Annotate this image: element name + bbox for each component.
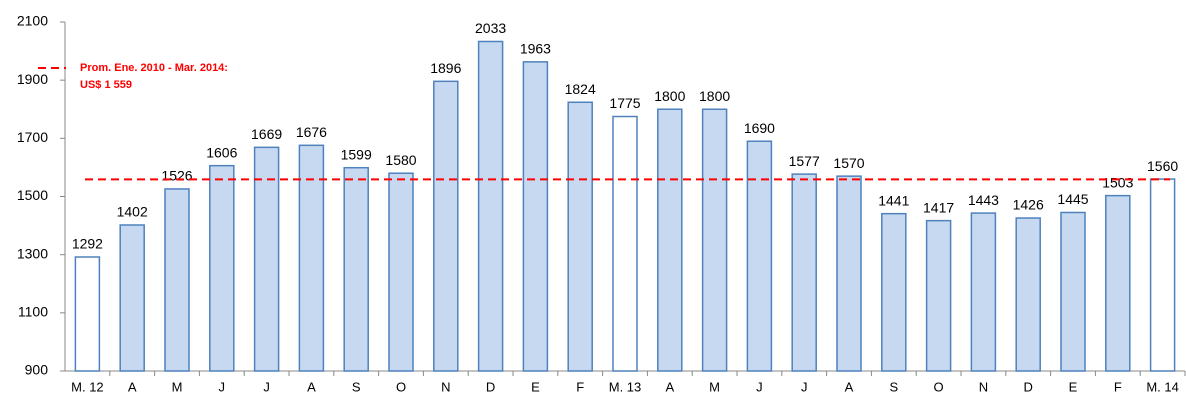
x-tick-label: E [1069, 379, 1078, 394]
x-tick-label: M. 13 [609, 379, 642, 394]
bar [74, 256, 101, 372]
value-label: 1800 [654, 88, 685, 104]
x-tick-label: N [979, 379, 988, 394]
x-tick-label: J [801, 379, 808, 394]
value-label: 1824 [565, 81, 596, 97]
x-tick-label: D [486, 379, 495, 394]
value-label: 1599 [341, 146, 372, 162]
x-tick-label: F [1114, 379, 1122, 394]
value-label: 1775 [609, 95, 640, 111]
bar [343, 166, 369, 372]
value-label: 1606 [206, 144, 237, 160]
reference-label: US$ 1 559 [80, 79, 132, 91]
bar [119, 224, 145, 372]
x-tick-label: J [756, 379, 763, 394]
x-tick-label: M [172, 379, 183, 394]
bar [746, 140, 773, 372]
x-tick-label: D [1024, 379, 1033, 394]
x-tick-label: J [263, 379, 270, 394]
bar [477, 40, 504, 372]
x-tick-label: S [352, 379, 361, 394]
bar [791, 173, 817, 372]
y-tick-label: 1900 [17, 71, 48, 87]
bar [164, 188, 190, 372]
bar [433, 80, 459, 372]
value-label: 1445 [1057, 191, 1088, 207]
x-tick-label: M [709, 379, 720, 394]
value-label: 1402 [117, 204, 148, 220]
bar [209, 164, 235, 372]
value-label: 1963 [520, 41, 551, 57]
value-label: 1676 [296, 124, 327, 140]
value-label: 1292 [72, 236, 103, 252]
value-label: 1426 [1013, 197, 1044, 213]
y-tick-label: 1100 [18, 304, 48, 320]
x-tick-label: M. 14 [1146, 379, 1179, 394]
value-label: 1443 [968, 192, 999, 208]
y-tick-label: 900 [25, 362, 49, 378]
x-tick-label: A [307, 379, 316, 394]
x-tick-label: M. 12 [71, 379, 104, 394]
y-tick-label: 1700 [17, 129, 48, 145]
value-label: 2033 [475, 20, 506, 36]
bar [1060, 211, 1086, 372]
bar [836, 175, 862, 372]
x-tick-label: N [441, 379, 450, 394]
bar [970, 212, 997, 372]
x-tick-label: O [934, 379, 944, 394]
x-tick-label: E [531, 379, 540, 394]
x-tick-label: O [396, 379, 406, 394]
value-label: 1417 [923, 199, 954, 215]
value-label: 1580 [385, 152, 416, 168]
bar [1015, 217, 1041, 372]
bar [388, 172, 414, 372]
bar [298, 144, 325, 372]
value-label: 1896 [430, 60, 461, 76]
y-tick-label: 2100 [17, 13, 48, 29]
y-tick-label: 1500 [17, 187, 48, 203]
value-label: 1669 [251, 126, 282, 142]
value-label: 1577 [789, 153, 820, 169]
value-label: 1570 [833, 155, 864, 171]
value-label: 1526 [161, 168, 192, 184]
bar [612, 115, 638, 372]
y-tick-label: 1300 [17, 245, 48, 261]
reference-label: Prom. Ene. 2010 - Mar. 2014: [80, 62, 228, 74]
value-label: 1441 [878, 192, 909, 208]
x-tick-label: A [665, 379, 674, 394]
bar [701, 108, 728, 372]
value-label: 1503 [1102, 174, 1133, 190]
bar [1149, 178, 1176, 372]
x-tick-label: F [576, 379, 584, 394]
value-label: 1560 [1147, 158, 1178, 174]
value-label: 1800 [699, 88, 730, 104]
bar [657, 108, 683, 372]
bar [1105, 194, 1131, 372]
x-tick-label: A [845, 379, 854, 394]
x-tick-label: S [889, 379, 898, 394]
bar [522, 61, 549, 372]
bar [881, 212, 907, 372]
x-tick-label: J [219, 379, 226, 394]
bar [253, 146, 280, 372]
x-tick-label: A [128, 379, 137, 394]
value-label: 1690 [744, 120, 775, 136]
bar [567, 101, 593, 372]
bar [925, 219, 952, 372]
